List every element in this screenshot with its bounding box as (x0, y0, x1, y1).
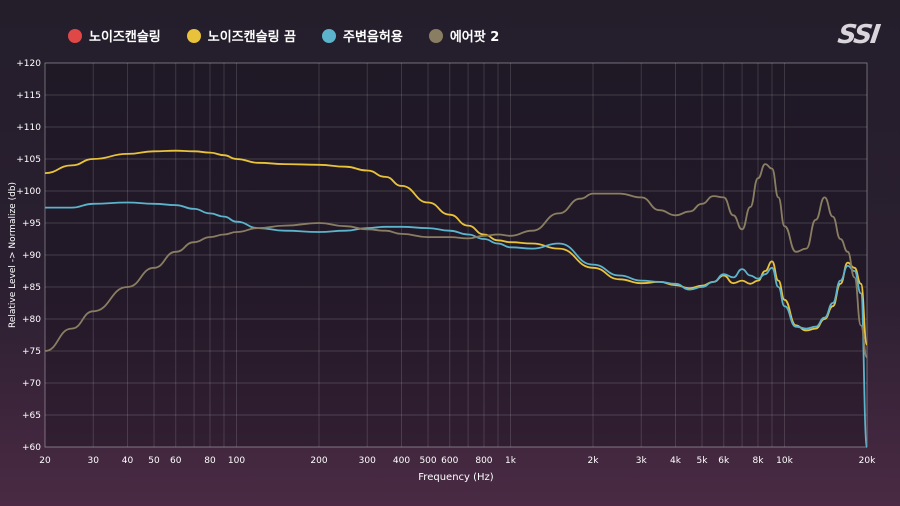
x-tick-label: 800 (475, 456, 492, 466)
x-tick-label: 30 (88, 456, 100, 466)
plot-area (44, 62, 868, 448)
grid (44, 62, 868, 448)
x-tick-label: 50 (148, 456, 160, 466)
legend-label: 주변음허용 (343, 30, 403, 45)
x-tick-label: 40 (122, 456, 134, 466)
legend-item-noise-cancelling[interactable]: 노이즈캔슬링 (68, 26, 161, 45)
y-tick-label: +105 (16, 155, 41, 165)
x-tick-label: 2k (588, 456, 600, 466)
y-tick-label: +80 (22, 315, 41, 325)
y-tick-label: +85 (22, 283, 41, 293)
y-tick-label: +60 (22, 443, 41, 453)
legend-item-airpods-2[interactable]: 에어팟 2 (428, 26, 500, 45)
y-axis-label: Relative Level -> Normalize (db) (8, 182, 18, 328)
x-tick-label: 5k (697, 456, 709, 466)
x-tick-label: 20k (859, 456, 876, 466)
legend-label: 노이즈캔슬링 (89, 30, 161, 45)
legend-item-noise-cancelling-off[interactable]: 노이즈캔슬링 끔 (186, 26, 297, 45)
y-tick-label: +75 (22, 347, 41, 357)
legend: 노이즈캔슬링 노이즈캔슬링 끔 주변음허용 에어팟 2 (68, 26, 499, 45)
x-tick-label: 10k (776, 456, 793, 466)
legend-swatch (186, 28, 201, 43)
series-layer (44, 149, 868, 448)
y-tick-label: +95 (22, 219, 41, 229)
y-tick-label: +100 (16, 187, 41, 197)
x-tick-label: 4k (670, 456, 682, 466)
legend-label: 노이즈캔슬링 끔 (207, 30, 297, 45)
y-tick-label: +90 (22, 251, 41, 261)
y-tick-label: +65 (22, 411, 41, 421)
legend-swatch (322, 28, 337, 43)
x-tick-label: 1k (505, 456, 517, 466)
legend-label: 에어팟 2 (449, 30, 500, 45)
x-tick-label: 20 (39, 456, 51, 466)
legend-swatch (428, 28, 443, 43)
y-tick-label: +120 (16, 59, 41, 69)
brand-logo: SSI (835, 20, 881, 50)
y-tick-label: +70 (22, 379, 41, 389)
x-axis: 20 30 40 50 60 80 100 200 300 400 500 600 800 1k 2k 3k 4… (39, 456, 876, 466)
legend-swatch (68, 28, 82, 43)
series-line-1 (44, 201, 868, 448)
x-tick-label: 300 (359, 456, 376, 466)
x-tick-label: 600 (441, 456, 458, 466)
x-tick-label: 6k (718, 456, 730, 466)
y-axis: +120 +115 +110 +105 +100 +95 +90 +85 +80 +75 +70 +6… (16, 59, 41, 453)
y-tick-label: +115 (16, 91, 41, 101)
x-tick-label: 60 (170, 456, 182, 466)
y-tick-label: +110 (16, 123, 41, 133)
x-tick-label: 3k (636, 456, 648, 466)
series-line-2 (44, 163, 868, 359)
legend-item-ambient[interactable]: 주변음허용 (322, 26, 403, 45)
x-tick-label: 80 (204, 456, 216, 466)
x-tick-label: 400 (393, 456, 410, 466)
x-axis-label: Frequency (Hz) (418, 472, 494, 483)
x-tick-label: 100 (228, 456, 245, 466)
x-tick-label: 200 (310, 456, 327, 466)
x-tick-label: 8k (752, 456, 764, 466)
x-tick-label: 500 (419, 456, 436, 466)
